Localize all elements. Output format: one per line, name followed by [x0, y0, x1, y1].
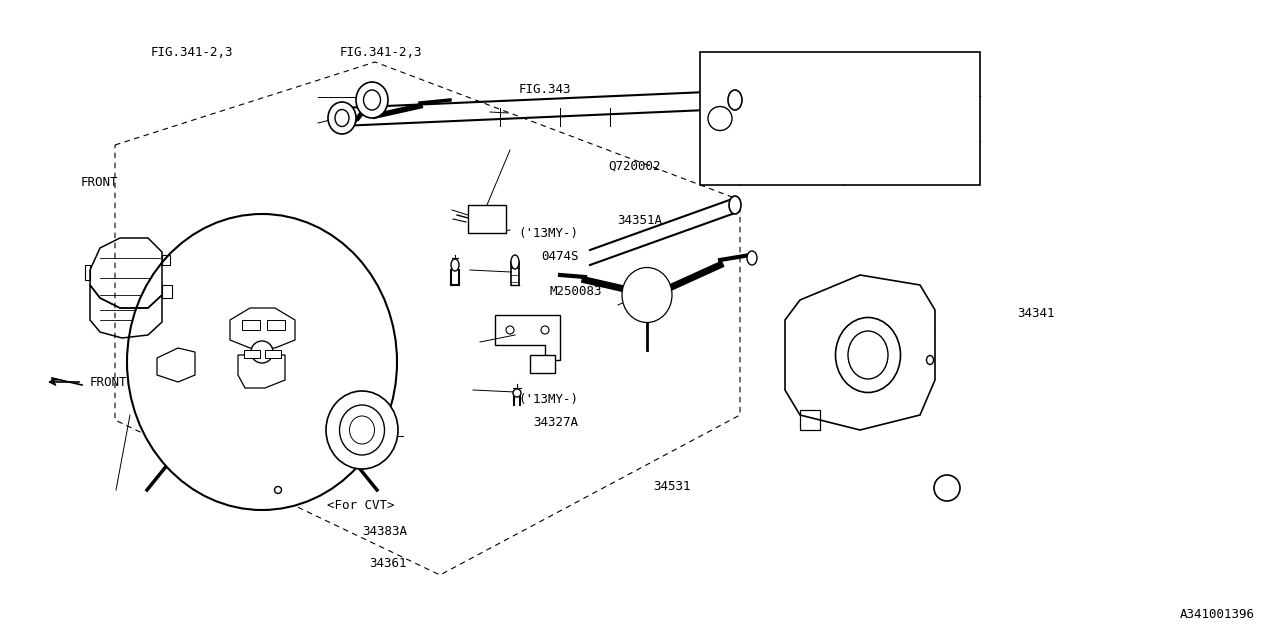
Ellipse shape	[511, 255, 518, 269]
Text: ('13MY-): ('13MY-)	[518, 227, 579, 240]
Text: Q500015: Q500015	[765, 112, 818, 125]
Ellipse shape	[836, 317, 901, 392]
Text: <-0909>: <-0909>	[886, 68, 938, 81]
Text: 34383A: 34383A	[362, 525, 407, 538]
Ellipse shape	[364, 90, 380, 110]
Bar	[468, 205, 506, 233]
Ellipse shape	[927, 355, 933, 365]
Ellipse shape	[637, 284, 657, 306]
Text: FIG.341-2,3: FIG.341-2,3	[339, 46, 421, 59]
Text: <0909-'12MY>: <0909-'12MY>	[867, 112, 956, 125]
Text: FIG.341-2,3: FIG.341-2,3	[151, 46, 233, 59]
Text: FIG.343: FIG.343	[518, 83, 571, 96]
Text: 34351A: 34351A	[617, 214, 662, 227]
Ellipse shape	[730, 196, 741, 214]
Text: 1: 1	[943, 481, 951, 495]
Text: FIG.832: FIG.832	[794, 342, 846, 355]
Circle shape	[708, 106, 732, 131]
Bar	[265, 350, 282, 358]
Ellipse shape	[326, 391, 398, 469]
Ellipse shape	[513, 389, 521, 397]
Circle shape	[934, 475, 960, 501]
Text: 34531: 34531	[653, 480, 690, 493]
Ellipse shape	[630, 275, 664, 315]
Text: <'13MY- >: <'13MY- >	[878, 156, 945, 170]
Text: <For CVT>: <For CVT>	[326, 499, 394, 512]
Text: M250083: M250083	[549, 285, 602, 298]
Ellipse shape	[451, 259, 460, 271]
Text: Q500022: Q500022	[765, 68, 818, 81]
Text: 34327A: 34327A	[534, 416, 579, 429]
Ellipse shape	[127, 214, 397, 510]
Text: 34341: 34341	[1018, 307, 1055, 320]
Ellipse shape	[328, 102, 356, 134]
Text: ('13MY-): ('13MY-)	[518, 394, 579, 406]
Bar	[700, 52, 980, 185]
Ellipse shape	[622, 268, 672, 323]
Ellipse shape	[339, 405, 384, 455]
Ellipse shape	[335, 109, 349, 127]
Text: FRONT: FRONT	[81, 176, 118, 189]
Ellipse shape	[728, 90, 742, 110]
Polygon shape	[785, 275, 934, 430]
Text: 1: 1	[717, 112, 723, 125]
Ellipse shape	[356, 82, 388, 118]
Bar	[242, 320, 260, 330]
Text: FRONT: FRONT	[90, 376, 128, 388]
Text: A341001396: A341001396	[1180, 609, 1254, 621]
Bar	[530, 355, 556, 373]
Ellipse shape	[349, 416, 375, 444]
Text: 0474S: 0474S	[541, 250, 579, 262]
Ellipse shape	[849, 331, 888, 379]
Circle shape	[541, 326, 549, 334]
Circle shape	[506, 326, 515, 334]
Text: Q540005: Q540005	[765, 156, 818, 170]
Ellipse shape	[251, 341, 273, 363]
Ellipse shape	[274, 486, 282, 493]
Text: Q720002: Q720002	[608, 160, 660, 173]
Ellipse shape	[748, 251, 756, 265]
Text: 34361: 34361	[370, 557, 407, 570]
Bar	[268, 320, 285, 330]
Bar	[244, 350, 260, 358]
